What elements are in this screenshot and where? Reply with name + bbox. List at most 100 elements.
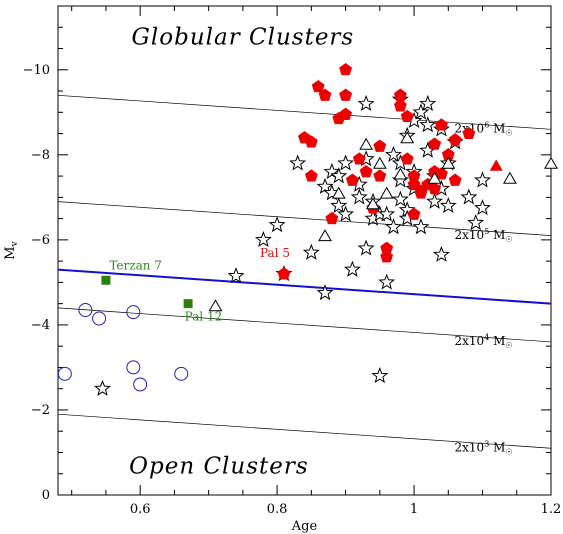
data-markers <box>57 62 558 396</box>
x-tick-label: 1 <box>410 502 418 517</box>
triangle-filled-marker <box>489 159 503 171</box>
x-tick-label: 1.2 <box>541 502 562 517</box>
pentagon-marker <box>407 177 421 191</box>
pentagon-marker <box>407 207 421 220</box>
annotation-label: Pal 12 <box>185 310 223 324</box>
star-marker <box>94 379 111 396</box>
triangle-marker <box>427 171 442 184</box>
pentagon-marker <box>277 267 291 280</box>
star-marker <box>323 162 341 180</box>
star-marker <box>289 154 307 171</box>
star-marker <box>426 192 444 209</box>
y-tick-label: 0 <box>42 488 50 503</box>
axis-ticks <box>58 5 552 496</box>
mass-line-label: 2x104 M☉ <box>455 333 513 350</box>
triangle-marker <box>366 197 380 210</box>
pentagon-marker <box>359 164 373 178</box>
triangle-marker <box>318 229 332 242</box>
circle-marker <box>174 366 189 381</box>
mass-line-label: 2x106 M☉ <box>455 121 513 138</box>
pentagon-marker <box>462 126 476 140</box>
star-marker <box>330 196 348 214</box>
triangle-marker <box>331 186 346 199</box>
pentagon-marker <box>318 88 332 101</box>
triangle-marker <box>400 131 415 144</box>
star-marker <box>371 366 389 384</box>
triangle-marker <box>544 156 558 169</box>
division-line <box>57 268 552 305</box>
square-marker <box>101 275 111 285</box>
pentagon-marker <box>393 99 407 112</box>
star-marker <box>439 197 457 214</box>
star-marker <box>227 267 245 284</box>
star-marker <box>316 284 334 301</box>
y-tick-label: −10 <box>23 63 50 78</box>
mass-line <box>57 201 552 236</box>
pentagon-marker <box>373 139 387 152</box>
pentagon-marker <box>393 88 407 101</box>
circle-marker <box>57 366 72 381</box>
pentagon-marker <box>373 169 387 182</box>
star-marker <box>419 116 437 133</box>
pentagon-marker <box>380 241 394 254</box>
region-label: Globular Clusters <box>132 24 355 50</box>
x-tick-label: 0.8 <box>267 502 288 517</box>
star-marker <box>474 199 492 216</box>
star-marker <box>412 218 430 235</box>
pentagon-marker <box>339 107 353 120</box>
triangle-marker <box>503 171 517 184</box>
star-marker <box>254 231 272 248</box>
star-marker <box>432 245 450 262</box>
star-marker <box>302 243 320 260</box>
star-marker <box>419 94 437 112</box>
y-tick-label: −6 <box>31 233 50 248</box>
y-tick-label: −4 <box>31 318 50 333</box>
star-marker <box>467 214 485 231</box>
star-marker <box>316 177 334 194</box>
triangle-marker <box>379 186 394 199</box>
triangle-marker <box>393 167 408 180</box>
triangle-marker <box>208 299 223 312</box>
star-marker <box>378 205 396 222</box>
pentagon-marker <box>400 152 414 165</box>
plot-frame <box>57 5 552 496</box>
pentagon-marker <box>304 135 318 148</box>
star-marker <box>357 94 375 112</box>
tick-labels: 0.6 0.8 1 1.2 0 −2 −4 −6 −8 −10 <box>23 63 562 517</box>
annotation-label: Pal 5 <box>260 246 290 260</box>
triangle-marker <box>441 156 456 169</box>
pentagon-marker <box>448 133 462 146</box>
mass-line <box>57 413 552 449</box>
pentagon-marker <box>414 186 428 199</box>
square-marker <box>183 299 193 309</box>
pentagon-marker <box>448 173 462 186</box>
x-axis-title: Age <box>291 519 318 534</box>
pentagon-marker <box>339 88 353 101</box>
mass-line-label: 2x103 M☉ <box>455 440 513 457</box>
star-marker <box>391 190 409 207</box>
star-marker <box>460 188 478 205</box>
star-marker <box>357 239 375 256</box>
pentagon-marker <box>325 211 339 225</box>
circle-marker <box>126 360 141 375</box>
region-labels: Globular Clusters Open Clusters <box>129 24 355 480</box>
x-tick-label: 0.6 <box>130 502 151 517</box>
pentagon-marker <box>435 167 448 180</box>
circle-marker <box>92 311 107 326</box>
mass-lines: 2x106 M☉ 2x105 M☉ 2x104 M☉ 2x103 M☉ <box>57 94 552 457</box>
y-tick-label: −2 <box>31 403 50 418</box>
pentagon-marker <box>339 62 353 76</box>
triangle-marker <box>372 156 387 169</box>
star-marker <box>343 260 361 277</box>
pentagon-marker <box>304 169 318 182</box>
region-label: Open Clusters <box>129 454 309 480</box>
y-tick-label: −8 <box>31 148 50 163</box>
circle-marker <box>78 303 93 318</box>
star-marker <box>337 205 355 222</box>
star-marker <box>378 273 396 290</box>
y-axis-title: Mv <box>3 240 20 259</box>
pentagon-marker <box>400 109 414 123</box>
star-marker <box>268 216 286 233</box>
pentagon-marker <box>428 137 442 150</box>
